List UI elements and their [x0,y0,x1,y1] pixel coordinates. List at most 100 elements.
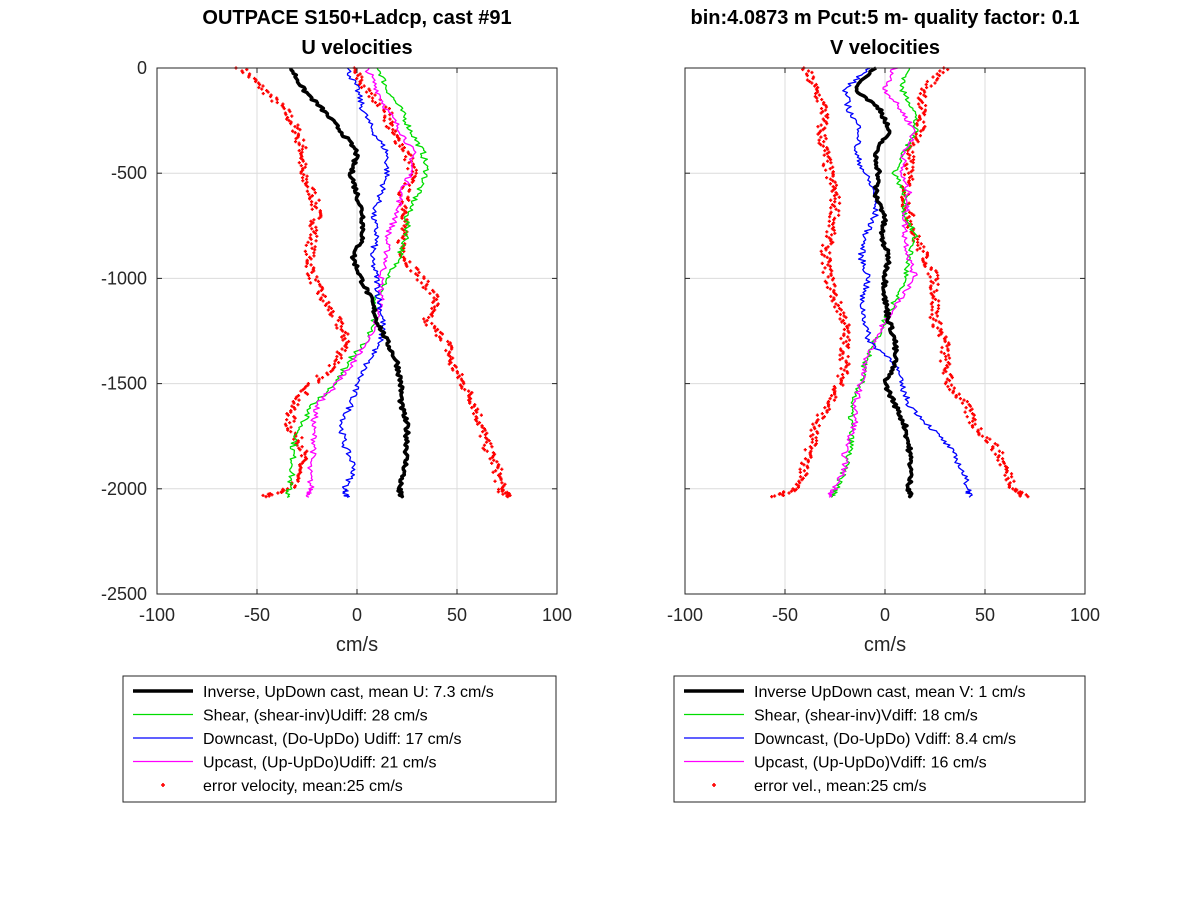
error-point [909,159,913,163]
error-point [415,278,419,282]
error-point [842,333,846,338]
error-point [327,305,331,309]
error-point [296,440,300,444]
error-point [326,308,330,312]
error-point [460,386,464,390]
error-point [329,369,333,374]
error-point [290,114,294,118]
error-point [267,494,271,498]
error-point [430,306,434,311]
error-point [815,413,820,417]
x-tick-label: 100 [542,605,572,625]
error-point [824,105,829,109]
error-point [308,197,312,201]
error-point [841,351,845,356]
error-point [822,153,826,157]
error-point [906,225,910,229]
error-point [918,117,922,121]
error-point [316,279,320,284]
error-point [916,240,920,244]
error-point [939,321,943,326]
error-point [317,380,321,384]
error-point [390,123,394,127]
error-point [838,357,842,362]
series-line [305,67,417,498]
error-point [837,201,842,205]
error-point [483,433,488,437]
error-point [500,481,504,485]
error-point [360,75,364,79]
error-point [822,119,826,123]
error-point [307,192,311,196]
error-point [941,70,945,75]
error-point [985,436,989,440]
error-point [424,287,428,291]
error-point [821,416,825,420]
plot-area [770,66,1030,499]
error-point [241,70,245,75]
plot-area [234,66,512,499]
error-point [340,347,344,351]
error-point [821,128,825,132]
error-point [830,269,834,273]
error-point [819,123,823,127]
error-point [313,278,318,282]
error-point [296,123,300,127]
error-point [930,308,934,312]
error-point [1026,495,1030,499]
error-point [1001,451,1005,455]
error-point [842,311,846,315]
error-point [480,425,484,429]
error-point [821,102,826,106]
error-point [939,350,943,354]
error-point [793,489,797,493]
error-point [798,481,802,485]
error-point [829,161,833,165]
error-point [844,365,848,369]
error-point [831,185,835,189]
error-point [928,315,932,320]
error-point [378,102,382,106]
error-point [313,231,318,235]
error-point [946,385,950,389]
error-point [963,410,967,414]
error-point [305,174,309,178]
error-point [935,270,939,274]
error-point [820,261,824,265]
x-tick-label: -100 [139,605,175,625]
error-point [828,177,833,181]
error-point [816,431,820,435]
error-point [907,215,911,219]
error-point [804,473,808,477]
error-point [340,329,345,333]
error-point [844,339,848,344]
error-point [432,305,437,309]
error-point [292,437,296,441]
error-point [426,279,430,284]
error-point [258,82,262,87]
error-point [935,72,939,76]
error-point [279,490,284,495]
error-point [827,219,831,223]
error-point [335,326,339,330]
error-point [832,218,836,222]
error-point [828,182,833,186]
error-point [990,448,994,452]
error-point [826,115,830,120]
error-point [798,467,802,471]
error-point [343,344,347,348]
error-point [491,470,495,474]
error-point [834,293,839,297]
error-point [938,329,942,333]
error-point [906,152,910,156]
error-point [931,281,935,285]
error-point [312,218,316,222]
u-velocity-chart: OUTPACE S150+Ladcp, cast #91 U velocitie… [101,7,572,803]
v-velocity-chart: bin:4.0873 m Pcut:5 m- quality factor: 0… [667,7,1100,803]
error-point [292,419,296,423]
error-point [834,183,839,187]
error-point [408,260,412,264]
error-point [830,203,835,207]
error-point [831,174,835,178]
